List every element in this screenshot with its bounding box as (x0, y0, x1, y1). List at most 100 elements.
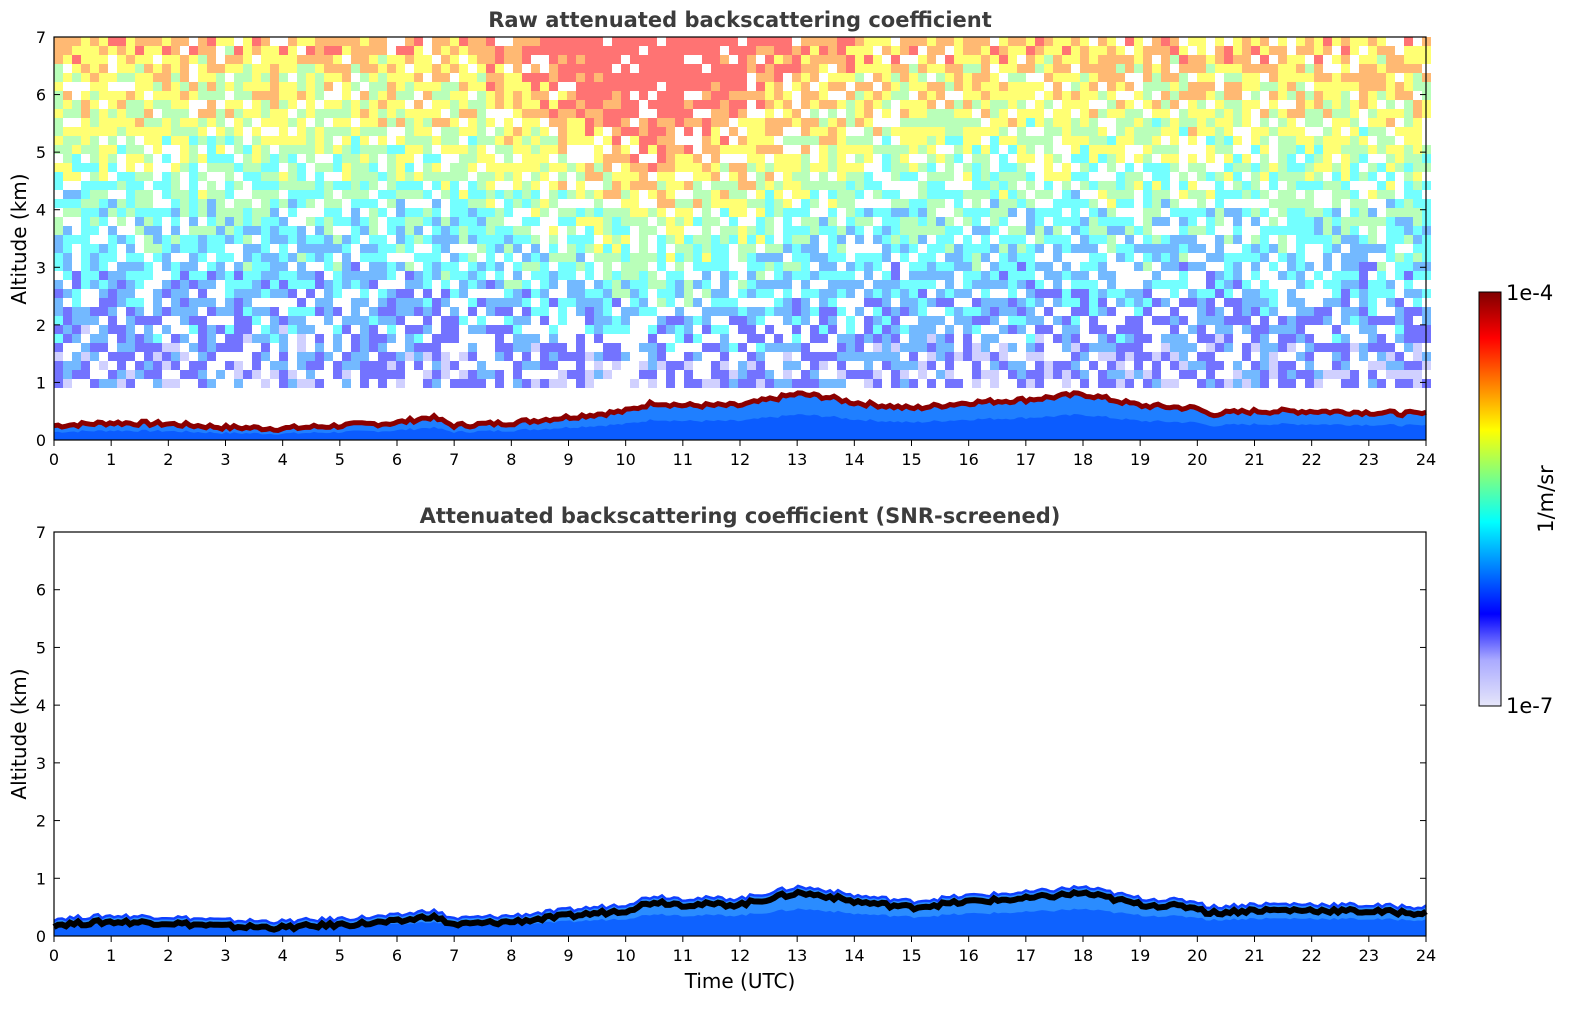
noise-pixel (1089, 127, 1098, 136)
y-tick-label: 7 (36, 523, 46, 542)
noise-pixel (639, 271, 648, 280)
noise-pixel (1017, 109, 1026, 118)
noise-pixel (1233, 379, 1242, 388)
noise-pixel (315, 73, 324, 82)
noise-pixel (1044, 55, 1053, 64)
noise-pixel (1368, 343, 1377, 352)
noise-pixel (72, 136, 81, 145)
noise-pixel (774, 298, 783, 307)
noise-pixel (909, 271, 918, 280)
noise-pixel (306, 46, 315, 55)
noise-pixel (495, 235, 504, 244)
noise-pixel (441, 91, 450, 100)
noise-pixel (153, 82, 162, 91)
noise-pixel (1278, 190, 1287, 199)
noise-pixel (684, 118, 693, 127)
noise-pixel (126, 172, 135, 181)
noise-pixel (1269, 73, 1278, 82)
screened-panel-title: Attenuated backscattering coefficient (S… (420, 504, 1061, 528)
noise-pixel (189, 370, 198, 379)
noise-pixel (225, 334, 234, 343)
noise-pixel (729, 82, 738, 91)
noise-pixel (207, 82, 216, 91)
noise-pixel (549, 280, 558, 289)
noise-pixel (783, 298, 792, 307)
noise-pixel (81, 136, 90, 145)
noise-pixel (126, 55, 135, 64)
noise-pixel (837, 271, 846, 280)
noise-pixel (828, 379, 837, 388)
noise-pixel (711, 64, 720, 73)
noise-pixel (576, 262, 585, 271)
noise-pixel (432, 46, 441, 55)
noise-pixel (1080, 82, 1089, 91)
noise-pixel (639, 307, 648, 316)
noise-pixel (1188, 343, 1197, 352)
noise-pixel (1368, 235, 1377, 244)
noise-pixel (396, 100, 405, 109)
noise-pixel (621, 325, 630, 334)
noise-pixel (711, 181, 720, 190)
noise-pixel (864, 64, 873, 73)
noise-pixel (180, 127, 189, 136)
noise-pixel (207, 244, 216, 253)
noise-pixel (882, 226, 891, 235)
noise-pixel (513, 73, 522, 82)
noise-pixel (585, 55, 594, 64)
noise-pixel (801, 37, 810, 46)
noise-pixel (684, 235, 693, 244)
noise-pixel (1269, 361, 1278, 370)
noise-pixel (810, 100, 819, 109)
noise-pixel (171, 100, 180, 109)
noise-pixel (1350, 118, 1359, 127)
noise-pixel (936, 73, 945, 82)
noise-pixel (666, 163, 675, 172)
noise-pixel (918, 208, 927, 217)
noise-pixel (279, 118, 288, 127)
noise-pixel (684, 370, 693, 379)
noise-pixel (1125, 217, 1134, 226)
noise-pixel (702, 37, 711, 46)
noise-pixel (765, 379, 774, 388)
noise-pixel (981, 208, 990, 217)
noise-pixel (369, 127, 378, 136)
noise-pixel (477, 82, 486, 91)
noise-pixel (630, 73, 639, 82)
noise-pixel (1143, 199, 1152, 208)
noise-pixel (1089, 181, 1098, 190)
noise-pixel (1404, 226, 1413, 235)
noise-pixel (1206, 370, 1215, 379)
noise-pixel (828, 145, 837, 154)
noise-pixel (1161, 334, 1170, 343)
noise-pixel (765, 64, 774, 73)
noise-pixel (54, 145, 63, 154)
noise-pixel (1107, 91, 1116, 100)
noise-pixel (270, 325, 279, 334)
noise-pixel (1386, 208, 1395, 217)
noise-pixel (1107, 379, 1116, 388)
noise-pixel (891, 235, 900, 244)
noise-pixel (504, 289, 513, 298)
noise-pixel (1359, 280, 1368, 289)
noise-pixel (81, 109, 90, 118)
noise-pixel (1053, 334, 1062, 343)
noise-pixel (936, 64, 945, 73)
noise-pixel (495, 370, 504, 379)
noise-pixel (1125, 136, 1134, 145)
x-tick-label: 13 (787, 450, 807, 469)
noise-pixel (801, 343, 810, 352)
noise-pixel (1143, 190, 1152, 199)
noise-pixel (306, 370, 315, 379)
noise-pixel (369, 109, 378, 118)
noise-pixel (684, 334, 693, 343)
noise-pixel (1116, 379, 1125, 388)
y-tick-label: 0 (36, 431, 46, 450)
noise-pixel (792, 271, 801, 280)
noise-pixel (54, 127, 63, 136)
noise-pixel (468, 262, 477, 271)
noise-pixel (81, 226, 90, 235)
noise-pixel (630, 82, 639, 91)
noise-pixel (1386, 109, 1395, 118)
noise-pixel (549, 55, 558, 64)
noise-pixel (297, 163, 306, 172)
